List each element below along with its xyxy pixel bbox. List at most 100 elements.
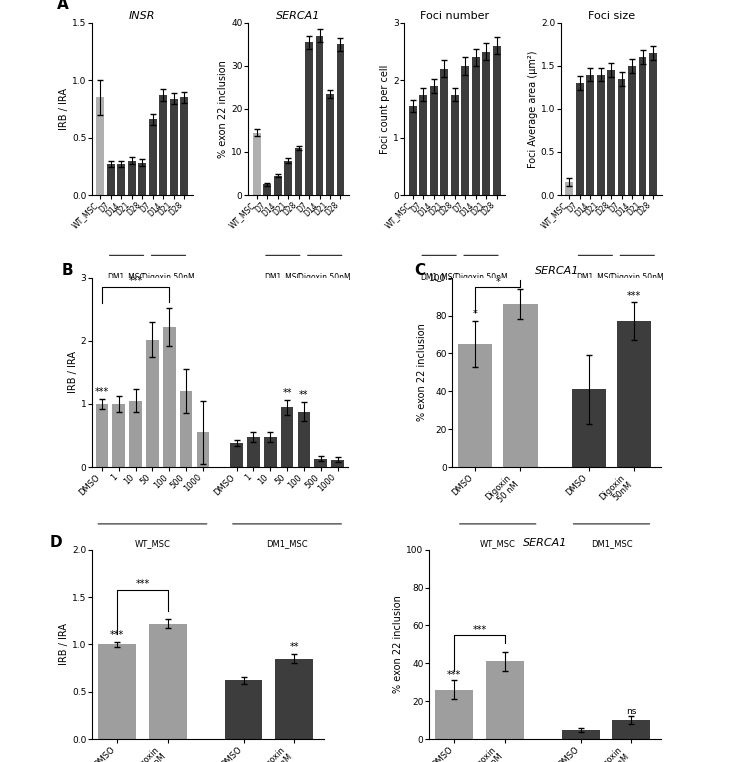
Bar xyxy=(326,94,334,195)
Y-axis label: % exon 22 inclusion: % exon 22 inclusion xyxy=(393,595,404,693)
Text: Digoxin 50nM: Digoxin 50nM xyxy=(142,273,195,281)
Bar xyxy=(98,645,136,739)
Bar xyxy=(628,66,636,195)
Y-axis label: Foci Average area (μm²): Foci Average area (μm²) xyxy=(528,50,538,168)
Text: ***: *** xyxy=(129,276,143,286)
Bar xyxy=(129,401,142,467)
Text: ns: ns xyxy=(626,706,637,716)
Text: ***: *** xyxy=(95,387,109,397)
Bar xyxy=(305,42,313,195)
Bar xyxy=(96,98,104,195)
Bar xyxy=(472,57,480,195)
Text: DM1_MSC: DM1_MSC xyxy=(576,273,614,281)
Bar xyxy=(597,75,605,195)
Bar xyxy=(273,176,282,195)
Text: A: A xyxy=(57,0,68,12)
Bar xyxy=(315,459,327,467)
Text: *: * xyxy=(473,309,477,319)
Bar xyxy=(146,340,159,467)
Y-axis label: Foci count per cell: Foci count per cell xyxy=(380,64,390,154)
Bar xyxy=(253,133,261,195)
Bar xyxy=(284,161,292,195)
Bar xyxy=(617,78,625,195)
Bar xyxy=(315,36,323,195)
Bar xyxy=(617,322,651,467)
Text: Digoxin 50nM: Digoxin 50nM xyxy=(298,273,351,281)
Bar xyxy=(587,75,594,195)
Text: DM1_MSC: DM1_MSC xyxy=(264,273,301,281)
Bar xyxy=(298,411,310,467)
Bar xyxy=(107,164,115,195)
Bar xyxy=(435,690,473,739)
Y-axis label: IRB / IRA: IRB / IRA xyxy=(59,623,69,665)
Bar xyxy=(486,661,524,739)
Bar xyxy=(148,623,187,739)
Bar xyxy=(247,437,259,467)
Bar xyxy=(639,57,647,195)
Bar xyxy=(163,327,176,467)
Bar xyxy=(576,83,584,195)
Text: C: C xyxy=(415,263,426,277)
Bar xyxy=(331,459,344,467)
Title: SERCA1: SERCA1 xyxy=(523,537,567,548)
Bar xyxy=(503,304,537,467)
Bar xyxy=(118,164,125,195)
Text: DM1_MSC: DM1_MSC xyxy=(108,273,146,281)
Text: Digoxin 50nM: Digoxin 50nM xyxy=(611,273,664,281)
Bar xyxy=(451,94,459,195)
Bar xyxy=(112,404,125,467)
Bar xyxy=(159,95,167,195)
Bar xyxy=(562,730,600,739)
Text: DM1_MSC: DM1_MSC xyxy=(591,539,632,548)
Bar xyxy=(420,94,427,195)
Title: SERCA1: SERCA1 xyxy=(276,11,320,21)
Text: Digoxin 50nM: Digoxin 50nM xyxy=(455,273,507,281)
Bar xyxy=(225,680,262,739)
Bar xyxy=(295,148,303,195)
Bar xyxy=(180,392,193,467)
Y-axis label: IRB / IRA: IRB / IRA xyxy=(68,351,78,393)
Bar xyxy=(96,404,108,467)
Text: WT_MSC: WT_MSC xyxy=(135,539,171,548)
Text: ***: *** xyxy=(135,578,149,589)
Bar xyxy=(409,106,417,195)
Title: Foci size: Foci size xyxy=(587,11,634,21)
Bar xyxy=(607,70,615,195)
Text: ***: *** xyxy=(627,290,642,300)
Bar xyxy=(440,69,448,195)
Text: B: B xyxy=(61,263,73,277)
Y-axis label: % exon 22 inclusion: % exon 22 inclusion xyxy=(218,60,229,158)
Bar xyxy=(482,52,490,195)
Bar xyxy=(337,44,345,195)
Bar xyxy=(148,120,157,195)
Bar xyxy=(264,437,276,467)
Bar xyxy=(649,53,657,195)
Y-axis label: IRB / IRA: IRB / IRA xyxy=(59,88,69,130)
Text: *: * xyxy=(495,277,500,287)
Title: Foci number: Foci number xyxy=(420,11,490,21)
Text: ***: *** xyxy=(110,630,124,640)
Text: nM: nM xyxy=(289,556,302,565)
Bar xyxy=(565,182,573,195)
Text: DM1_MSC: DM1_MSC xyxy=(266,539,308,548)
Bar xyxy=(128,161,136,195)
Text: **: ** xyxy=(290,642,299,652)
Bar xyxy=(458,344,492,467)
Bar xyxy=(275,658,313,739)
Text: WT_MSC: WT_MSC xyxy=(480,539,516,548)
Text: **: ** xyxy=(299,390,309,400)
Bar xyxy=(138,163,146,195)
Y-axis label: % exon 22 inclusion: % exon 22 inclusion xyxy=(417,323,426,421)
Text: ***: *** xyxy=(447,670,462,680)
Bar xyxy=(230,443,243,467)
Text: DM1_MSC: DM1_MSC xyxy=(420,273,458,281)
Text: nM: nM xyxy=(154,556,167,565)
Bar xyxy=(281,407,293,467)
Bar xyxy=(492,46,501,195)
Bar xyxy=(430,86,438,195)
Text: D: D xyxy=(50,535,62,549)
Text: ***: *** xyxy=(473,625,487,635)
Bar xyxy=(170,98,178,195)
Bar xyxy=(572,389,606,467)
Bar xyxy=(612,720,650,739)
